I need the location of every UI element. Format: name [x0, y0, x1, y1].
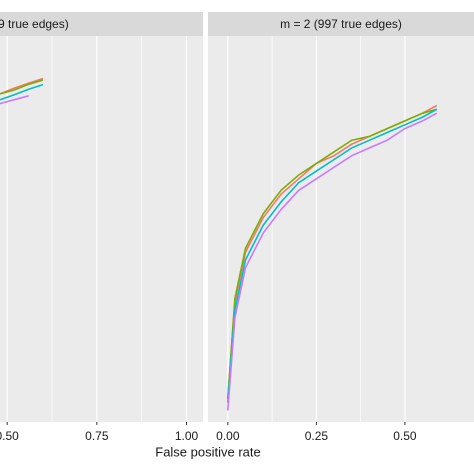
series-line: [0, 77, 44, 95]
strip-label: 9 true edges): [0, 17, 69, 31]
x-tick-label: 0.50: [0, 429, 19, 443]
plot-area: [0, 36, 188, 422]
strip-label: m = 2 (997 true edges): [280, 17, 402, 31]
series-line: [0, 83, 44, 101]
x-tick-label: 0.25: [305, 429, 329, 443]
panel: [0, 36, 203, 422]
x-tick-label: 1.00: [175, 429, 199, 443]
series-line: [0, 95, 29, 105]
series-line: [227, 108, 438, 399]
series-line: [0, 79, 44, 95]
x-axis-title: False positive rate: [155, 444, 261, 459]
x-tick-label: 0.50: [393, 429, 417, 443]
x-tick-label: 0.75: [85, 429, 109, 443]
x-tick-label: 0.00: [216, 429, 240, 443]
series-line: [227, 112, 438, 411]
series-line: [227, 108, 438, 403]
plot-area: [227, 36, 438, 422]
strip: [0, 12, 203, 36]
panel: [208, 36, 474, 422]
strip: [208, 12, 474, 36]
